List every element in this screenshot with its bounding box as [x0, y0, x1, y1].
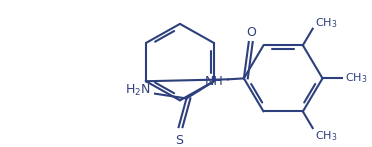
Text: $\mathregular{CH_3}$: $\mathregular{CH_3}$: [315, 16, 337, 30]
Text: NH: NH: [205, 75, 223, 88]
Text: S: S: [176, 134, 184, 147]
Text: H$_2$N: H$_2$N: [125, 83, 150, 98]
Text: $\mathregular{CH_3}$: $\mathregular{CH_3}$: [315, 129, 337, 143]
Text: $\mathregular{CH_3}$: $\mathregular{CH_3}$: [345, 71, 368, 85]
Text: O: O: [246, 26, 256, 39]
